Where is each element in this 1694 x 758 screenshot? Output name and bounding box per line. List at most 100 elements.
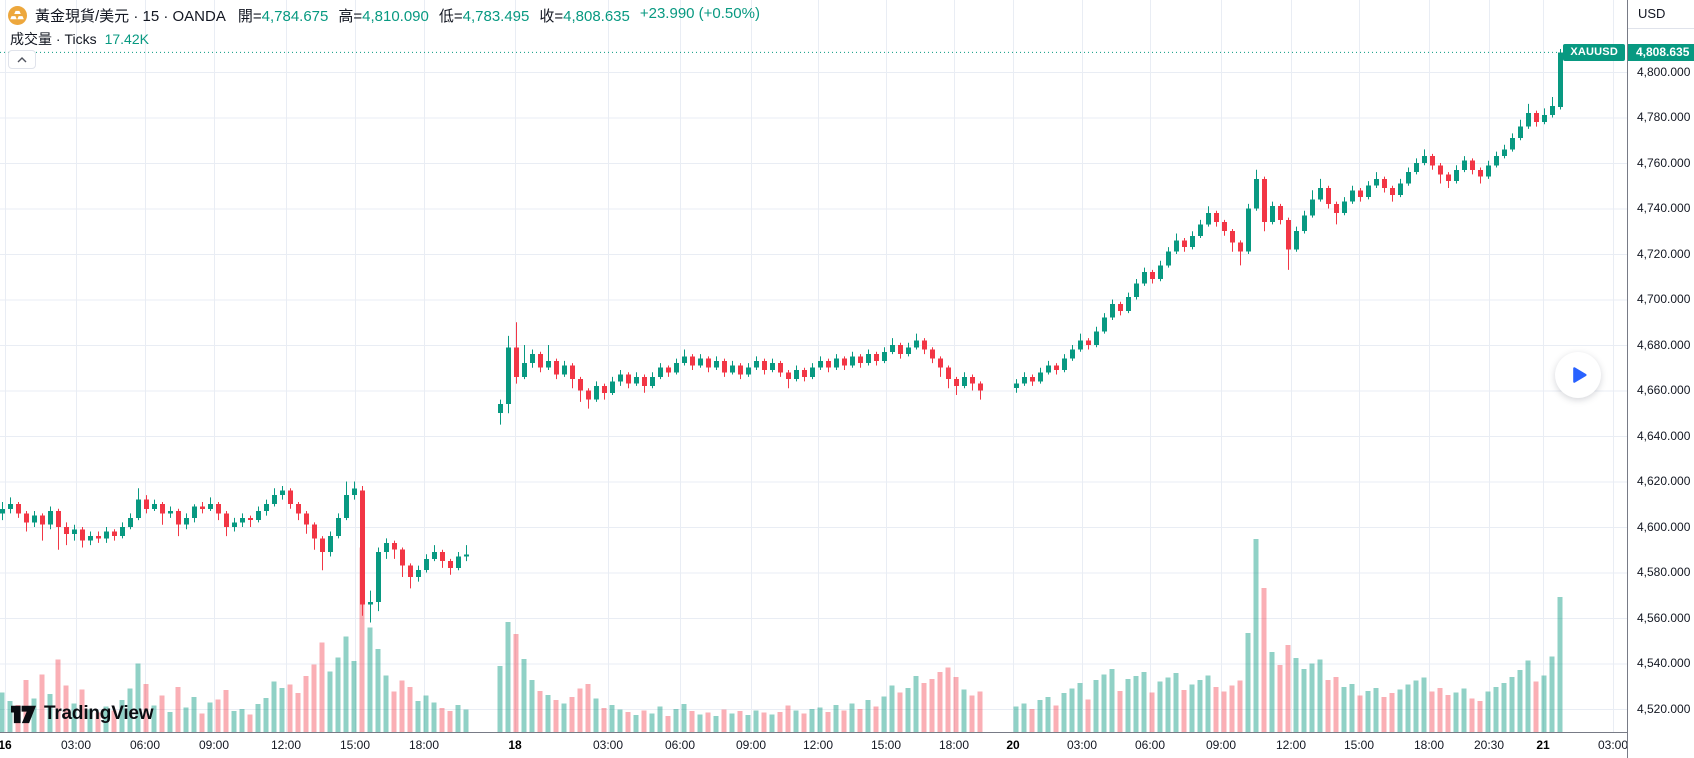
candle-body xyxy=(794,370,799,380)
volume-bar xyxy=(969,695,975,733)
candle-body xyxy=(1030,376,1035,382)
volume-bar xyxy=(929,679,935,733)
candle-body xyxy=(874,354,879,361)
tradingview-logo[interactable]: TradingView xyxy=(10,701,154,726)
candle-body xyxy=(530,354,535,364)
candle-body xyxy=(1022,376,1027,384)
volume-bar xyxy=(111,710,117,733)
candle-body xyxy=(48,511,53,525)
change-value: +23.990 (+0.50%) xyxy=(639,4,760,22)
volume-bars xyxy=(0,538,1563,733)
candle-body xyxy=(898,344,903,355)
volume-bar xyxy=(1501,683,1507,733)
volume-bar xyxy=(239,708,245,733)
chart-legend: 黃金現貨/美元 · 15 · OANDA 開=4,784.675 高=4,810… xyxy=(8,5,760,49)
candle-body xyxy=(1518,126,1523,138)
chart-pane[interactable]: 黃金現貨/美元 · 15 · OANDA 開=4,784.675 高=4,810… xyxy=(0,0,1628,733)
time-axis[interactable]: 16 03:00 06:00 09:00 12:00 15:00 18:00 18 03:00 0… xyxy=(0,732,1694,758)
volume-bar xyxy=(673,708,679,733)
collapse-pane-button[interactable] xyxy=(8,50,36,69)
price-tick-label: 4,520.000 xyxy=(1637,701,1691,716)
candle-body xyxy=(352,488,357,496)
volume-bar xyxy=(1421,677,1427,733)
candle-body xyxy=(1414,162,1419,173)
time-tick-label: 18:00 xyxy=(408,738,440,752)
candle-body xyxy=(770,363,775,371)
volume-bar xyxy=(657,706,663,733)
volume-bar xyxy=(351,661,357,733)
candle-body xyxy=(1374,178,1379,186)
open-value: 4,784.675 xyxy=(261,7,329,25)
volume-bar xyxy=(343,636,349,733)
candle-body xyxy=(738,365,743,375)
volume-bar xyxy=(247,714,253,733)
candle-body xyxy=(746,367,751,375)
candle-body xyxy=(682,356,687,364)
candle-body xyxy=(1014,383,1019,389)
volume-bar xyxy=(455,704,461,733)
volume-bar xyxy=(1277,665,1283,733)
chevron-up-icon xyxy=(17,56,27,62)
candle-body xyxy=(922,340,927,350)
candle-body xyxy=(1102,317,1107,332)
candle-body xyxy=(96,536,101,539)
volume-bar xyxy=(649,713,655,733)
volume-bar xyxy=(175,686,181,733)
price-axis[interactable]: USD 4,800.000 4,780.000 4,760.000 4,740.000… xyxy=(1627,0,1694,758)
candle-body xyxy=(778,363,783,373)
time-tick-label: 09:00 xyxy=(198,738,230,752)
candle-body xyxy=(1206,213,1211,225)
candle-body xyxy=(578,379,583,391)
grid xyxy=(0,0,1628,733)
volume-bar xyxy=(1525,660,1531,733)
volume-bar xyxy=(327,671,333,733)
price-tick-label: 4,680.000 xyxy=(1637,337,1691,352)
candle-body xyxy=(810,367,815,377)
volume-bar xyxy=(513,633,519,733)
tradingview-logo-text: TradingView xyxy=(44,702,154,724)
candle-body xyxy=(1254,178,1259,209)
candle-body xyxy=(16,504,21,514)
volume-bar xyxy=(1301,669,1307,733)
play-button[interactable] xyxy=(1555,352,1601,398)
candle-body xyxy=(432,552,437,559)
volume-bar xyxy=(1061,693,1067,733)
time-tick-label: 12:00 xyxy=(1275,738,1307,752)
time-tick-label: 06:00 xyxy=(664,738,696,752)
volume-bar xyxy=(793,710,799,733)
candle-body xyxy=(424,558,429,571)
candle-body xyxy=(368,602,373,605)
volume-bar xyxy=(1133,676,1139,733)
volume-bar xyxy=(745,715,751,733)
volume-bar xyxy=(0,692,5,733)
volume-bar xyxy=(1125,679,1131,733)
volume-bar xyxy=(1069,688,1075,733)
volume-bar xyxy=(841,710,847,733)
volume-bar xyxy=(71,703,77,733)
candle-body xyxy=(1222,222,1227,232)
candle-body xyxy=(714,360,719,368)
volume-bar xyxy=(777,711,783,733)
volume-bar xyxy=(1245,633,1251,733)
symbol-title[interactable]: 黃金現貨/美元 · 15 · OANDA xyxy=(35,7,226,25)
candlestick-chart[interactable] xyxy=(0,0,1628,733)
candle-body xyxy=(914,340,919,348)
candle-body xyxy=(722,360,727,373)
volume-bar xyxy=(1101,674,1107,733)
volume-bar xyxy=(609,704,615,733)
candle-body xyxy=(400,549,405,566)
volume-label: 成交量 · Ticks xyxy=(10,31,97,47)
close-label: 收= xyxy=(539,7,564,25)
volume-bar xyxy=(873,706,879,733)
last-price-label[interactable]: 4,808.635 xyxy=(1628,43,1694,61)
candle-body xyxy=(176,511,181,525)
volume-bar xyxy=(545,694,551,733)
volume-bar xyxy=(1365,690,1371,733)
candle-body xyxy=(1478,169,1483,177)
volume-bar xyxy=(1085,699,1091,733)
candle-body xyxy=(408,565,413,578)
candle-body xyxy=(802,370,807,377)
time-tick-day-label: 21 xyxy=(1536,738,1550,752)
price-tick-label: 4,760.000 xyxy=(1637,155,1691,170)
candle-body xyxy=(1382,178,1387,189)
